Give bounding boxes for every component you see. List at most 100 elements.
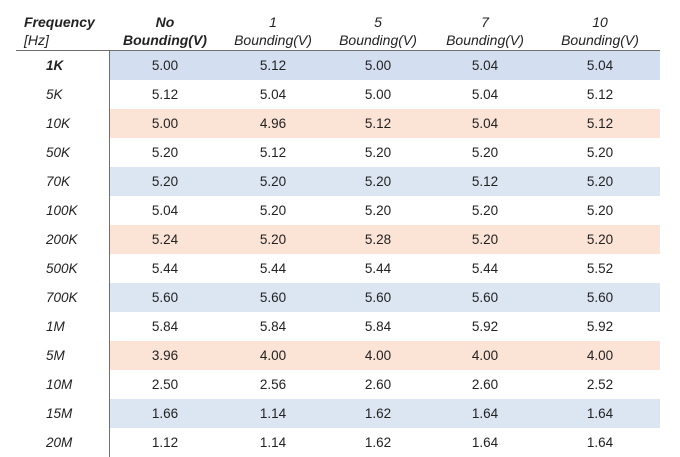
table-row: 5M 3.96 4.00 4.00 4.00 4.00 [16,341,660,370]
header-col1-line2: Bounding(V) [123,32,207,48]
frequency-cell: 100K [16,196,110,225]
frequency-cell: 1M [16,312,110,341]
header-col5-line1: 10 [592,14,608,30]
frequency-cell: 5K [16,80,110,109]
voltage-cell: 5.00 [326,51,430,80]
frequency-cell: 700K [16,283,110,312]
voltage-cell: 5.04 [430,109,540,138]
table-row: 50K 5.20 5.12 5.20 5.20 5.20 [16,138,660,167]
voltage-cell: 5.20 [540,225,660,254]
voltage-cell: 5.12 [151,87,179,102]
frequency-cell: 20M [16,428,110,457]
voltage-cell: 3.96 [110,341,220,370]
header-frequency-label: Frequency [24,14,95,30]
table-body: 1K 5.00 5.12 5.00 5.04 5.04 5K 5.12 5.04 5.00 5.04… [16,51,660,457]
voltage-cell: 2.50 [151,377,179,392]
header-bounding-1: 1 Bounding(V) [220,6,326,50]
voltage-cell: 5.24 [110,225,220,254]
table-row: 500K 5.44 5.44 5.44 5.44 5.52 [16,254,660,283]
frequency-cell: 10M [16,370,110,399]
voltage-cell: 1.66 [110,399,220,428]
header-col4-line1: 7 [481,14,489,30]
voltage-cell: 5.12 [430,167,540,196]
voltage-cell: 5.60 [110,283,220,312]
header-bounding-10: 10 Bounding(V) [540,6,660,50]
voltage-cell: 5.00 [110,51,220,80]
table-row: 15M 1.66 1.14 1.62 1.64 1.64 [16,399,660,428]
voltage-cell: 5.20 [586,145,614,160]
voltage-cell: 4.00 [326,341,430,370]
voltage-cell: 5.44 [259,261,287,276]
table-row: 10K 5.00 4.96 5.12 5.04 5.12 [16,109,660,138]
voltage-cell: 5.04 [430,51,540,80]
voltage-cell: 1.62 [364,435,392,450]
voltage-table: Frequency [Hz] No Bounding(V) 1 Bounding… [16,6,660,457]
voltage-cell: 5.44 [364,261,392,276]
frequency-cell: 50K [16,138,110,167]
header-col3-line1: 5 [374,14,382,30]
voltage-cell: 4.96 [220,109,326,138]
header-col5-line2: Bounding(V) [561,32,639,48]
voltage-cell: 2.60 [364,377,392,392]
voltage-cell: 5.44 [471,261,499,276]
header-col1-line1: No [155,14,175,30]
header-frequency-unit: [Hz] [24,32,49,48]
voltage-cell: 4.00 [430,341,540,370]
voltage-cell: 5.20 [220,167,326,196]
table-row: 100K 5.04 5.20 5.20 5.20 5.20 [16,196,660,225]
table-row: 20M 1.12 1.14 1.62 1.64 1.64 [16,428,660,457]
voltage-cell: 5.20 [540,167,660,196]
voltage-cell: 5.44 [151,261,179,276]
voltage-cell: 5.20 [220,225,326,254]
voltage-cell: 5.12 [259,145,287,160]
voltage-cell: 5.28 [326,225,430,254]
table-header: Frequency [Hz] No Bounding(V) 1 Bounding… [16,6,660,51]
voltage-cell: 5.20 [471,145,499,160]
voltage-cell: 5.20 [110,167,220,196]
table-row: 5K 5.12 5.04 5.00 5.04 5.12 [16,80,660,109]
voltage-cell: 5.20 [364,145,392,160]
voltage-cell: 1.64 [540,399,660,428]
voltage-cell: 5.12 [220,51,326,80]
voltage-cell: 1.64 [430,399,540,428]
table-row: 10M 2.50 2.56 2.60 2.60 2.52 [16,370,660,399]
voltage-cell: 5.04 [259,87,287,102]
voltage-cell: 5.52 [586,261,614,276]
voltage-cell: 5.20 [364,203,392,218]
voltage-cell: 2.60 [471,377,499,392]
voltage-cell: 1.62 [326,399,430,428]
header-col3-line2: Bounding(V) [339,32,417,48]
voltage-cell: 5.20 [430,225,540,254]
voltage-cell: 5.12 [326,109,430,138]
voltage-cell: 5.00 [364,87,392,102]
table-row: 200K 5.24 5.20 5.28 5.20 5.20 [16,225,660,254]
voltage-cell: 5.60 [540,283,660,312]
voltage-cell: 5.04 [471,87,499,102]
voltage-cell: 5.60 [326,283,430,312]
frequency-cell: 10K [16,109,110,138]
voltage-cell: 2.52 [586,377,614,392]
header-bounding-7: 7 Bounding(V) [430,6,540,50]
header-no-bounding: No Bounding(V) [110,6,220,50]
voltage-cell: 4.00 [540,341,660,370]
frequency-cell: 500K [16,254,110,283]
voltage-cell: 5.20 [326,167,430,196]
voltage-cell: 5.84 [151,319,179,334]
header-bounding-5: 5 Bounding(V) [326,6,430,50]
voltage-cell: 1.64 [586,435,614,450]
voltage-cell: 1.64 [471,435,499,450]
voltage-cell: 5.04 [540,51,660,80]
voltage-cell: 1.14 [259,435,287,450]
table-row: 1M 5.84 5.84 5.84 5.92 5.92 [16,312,660,341]
voltage-cell: 5.60 [430,283,540,312]
header-col2-line1: 1 [269,14,277,30]
voltage-cell: 5.84 [364,319,392,334]
voltage-cell: 1.14 [220,399,326,428]
voltage-cell: 5.12 [586,87,614,102]
table-row: 70K 5.20 5.20 5.20 5.12 5.20 [16,167,660,196]
table-row: 700K 5.60 5.60 5.60 5.60 5.60 [16,283,660,312]
voltage-cell: 5.20 [586,203,614,218]
voltage-cell: 5.60 [220,283,326,312]
voltage-cell: 5.92 [586,319,614,334]
voltage-cell: 5.00 [110,109,220,138]
